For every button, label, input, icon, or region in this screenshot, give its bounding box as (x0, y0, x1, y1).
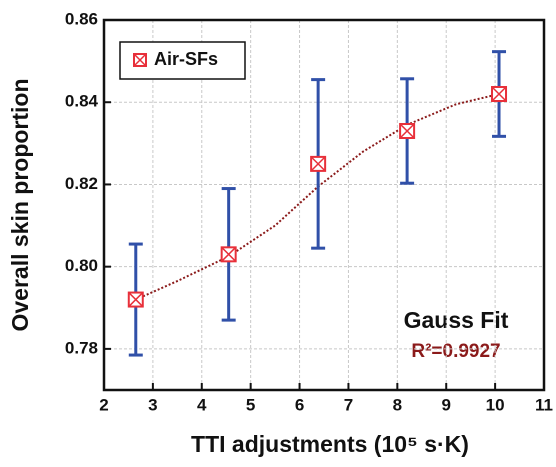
annotation: Gauss Fit (404, 307, 509, 333)
marker (399, 123, 416, 139)
x-tick-label: 4 (197, 395, 207, 414)
x-tick-label: 6 (295, 395, 304, 414)
legend-marker (133, 53, 147, 67)
x-axis-label: TTI adjustments (10⁵ s·K) (191, 431, 469, 457)
y-tick-label: 0.78 (65, 338, 98, 357)
x-tick-label: 10 (486, 395, 505, 414)
y-tick-label: 0.80 (65, 256, 98, 275)
y-tick-label: 0.84 (65, 92, 99, 111)
marker (127, 291, 144, 308)
annotation: R²=0.9927 (411, 341, 500, 362)
legend-label: Air-SFs (154, 49, 218, 69)
marker-cross (491, 86, 507, 102)
x-tick-label: 9 (441, 395, 450, 414)
plot-frame (102, 18, 546, 392)
y-axis-label: Overall skin proportion (7, 78, 33, 331)
marker-cross (310, 156, 326, 172)
marker (310, 155, 327, 172)
x-tick-label: 8 (393, 395, 402, 414)
y-tick-label: 0.82 (65, 174, 98, 193)
x-tick-label: 11 (535, 395, 553, 414)
marker (220, 246, 237, 263)
x-tick-label: 5 (246, 395, 255, 414)
marker-cross (128, 292, 144, 308)
x-tick-label: 2 (99, 395, 108, 414)
y-tick-label: 0.86 (65, 9, 98, 28)
marker-cross (221, 246, 237, 262)
x-tick-label: 3 (148, 395, 157, 414)
marker (491, 86, 508, 102)
x-tick-label: 7 (344, 395, 353, 414)
marker-cross (399, 123, 415, 139)
